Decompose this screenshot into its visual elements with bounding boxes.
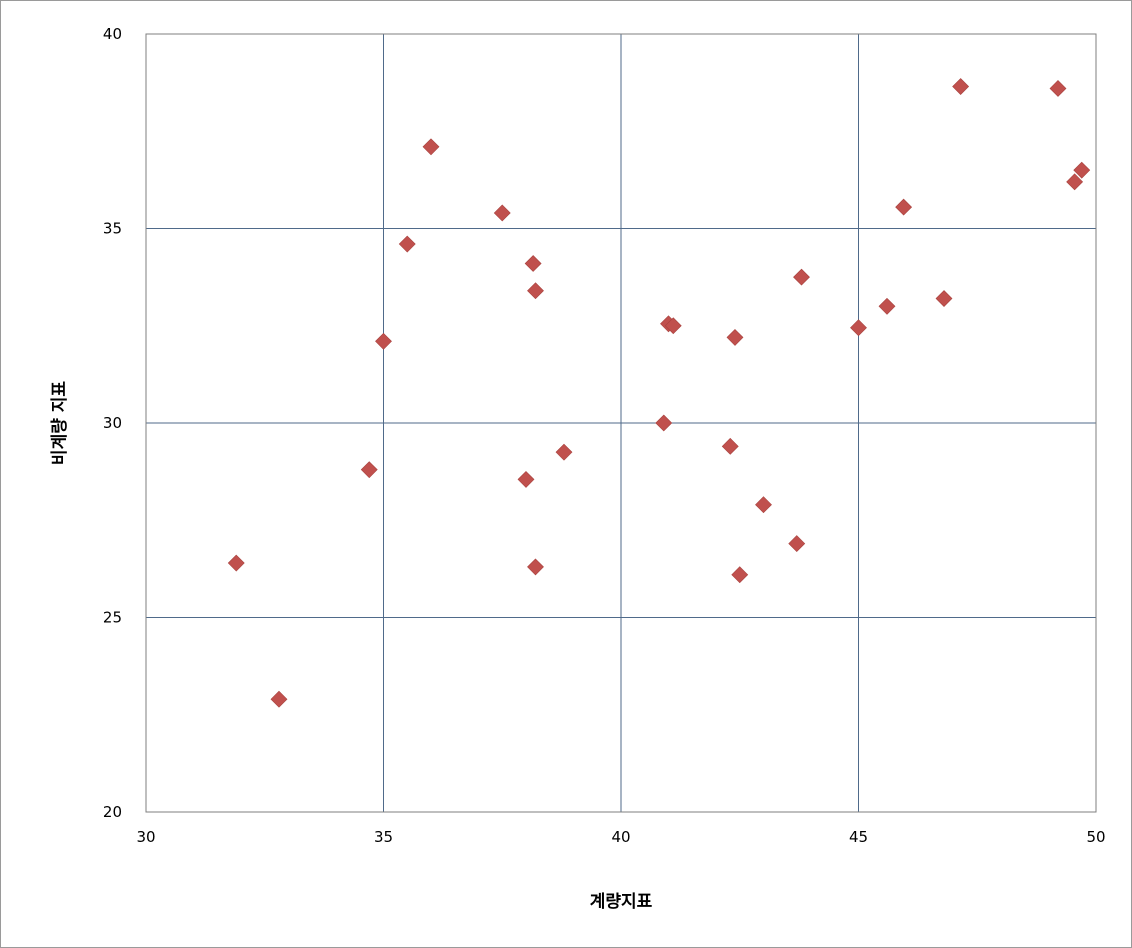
data-point — [895, 198, 913, 216]
data-point — [1066, 173, 1084, 191]
data-point — [664, 317, 682, 335]
plot-border — [145, 33, 1097, 813]
data-point — [1073, 161, 1091, 179]
x-tick-label: 30 — [136, 828, 155, 846]
data-point — [524, 255, 542, 272]
y-axis-title: 비계량 지표 — [50, 381, 70, 465]
y-axis-ticks: 20 25 30 35 40 — [103, 25, 122, 821]
data-point — [517, 470, 535, 488]
data-point — [850, 319, 867, 337]
data-point — [788, 535, 806, 553]
data-point — [726, 328, 744, 346]
data-point — [793, 268, 810, 286]
x-tick-label: 45 — [849, 828, 868, 846]
data-point — [270, 690, 288, 708]
x-tick-label: 35 — [374, 828, 393, 846]
gridlines — [146, 34, 1096, 812]
data-point — [721, 437, 739, 455]
data-point — [227, 554, 245, 572]
data-point — [493, 204, 511, 222]
data-point — [527, 558, 544, 576]
data-point — [555, 443, 573, 461]
data-point — [360, 461, 378, 479]
x-tick-label: 50 — [1086, 828, 1105, 846]
y-tick-label: 20 — [103, 803, 122, 821]
data-point — [655, 414, 673, 432]
data-points — [227, 78, 1091, 708]
data-point — [935, 290, 953, 307]
y-tick-label: 40 — [103, 25, 122, 43]
data-point — [422, 138, 440, 156]
data-point — [527, 282, 544, 300]
y-tick-label: 35 — [103, 220, 122, 238]
y-tick-label: 25 — [103, 609, 122, 627]
x-axis-title: 계량지표 — [590, 892, 653, 912]
data-point — [731, 566, 749, 584]
x-axis-ticks: 30 35 40 45 50 — [136, 828, 1105, 846]
data-point — [878, 297, 896, 315]
data-point — [375, 332, 392, 350]
data-point — [952, 78, 970, 95]
data-point — [398, 235, 416, 253]
x-tick-label: 40 — [611, 828, 630, 846]
y-tick-label: 30 — [103, 414, 122, 432]
data-point — [755, 496, 772, 514]
data-point — [1049, 80, 1067, 97]
